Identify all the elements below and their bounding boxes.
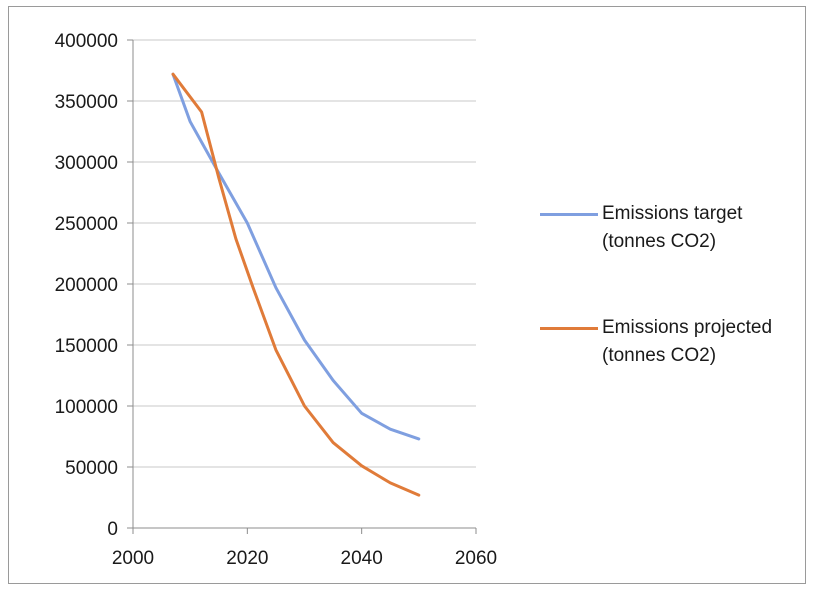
y-tick-label: 150000	[55, 336, 118, 357]
chart-frame	[8, 6, 806, 584]
legend-entry-target: Emissions target (tonnes CO2)	[540, 200, 800, 256]
y-tick-label: 400000	[55, 31, 118, 52]
series-line-projected	[171, 72, 421, 497]
x-tick-label: 2040	[341, 548, 383, 569]
y-tick-label: 50000	[65, 458, 118, 479]
legend-label-projected: Emissions projected (tonnes CO2)	[602, 317, 773, 366]
x-tick-label: 2060	[455, 548, 497, 569]
legend-swatch-target	[540, 213, 598, 216]
x-tick-label: 2000	[112, 548, 154, 569]
x-tick-label: 2020	[226, 548, 268, 569]
legend: Emissions target (tonnes CO2)	[540, 200, 800, 256]
y-tick-label: 0	[107, 519, 118, 540]
y-tick-label: 200000	[55, 275, 118, 296]
gridlines	[133, 39, 476, 468]
y-tick-label: 300000	[55, 153, 118, 174]
legend-2: Emissions projected (tonnes CO2)	[540, 314, 800, 370]
y-tick-label: 350000	[55, 92, 118, 113]
series-line-target	[171, 72, 421, 441]
legend-label-target: Emissions target (tonnes CO2)	[602, 203, 743, 252]
y-tick-label: 100000	[55, 397, 118, 418]
series-lines	[171, 72, 421, 497]
axes	[127, 39, 477, 534]
legend-swatch-projected	[540, 327, 598, 330]
y-tick-label: 250000	[55, 214, 118, 235]
tick-labels: 0 50000 100000 150000 200000 250000 300000 3500…	[55, 31, 498, 569]
legend-entry-projected: Emissions projected (tonnes CO2)	[540, 314, 800, 370]
